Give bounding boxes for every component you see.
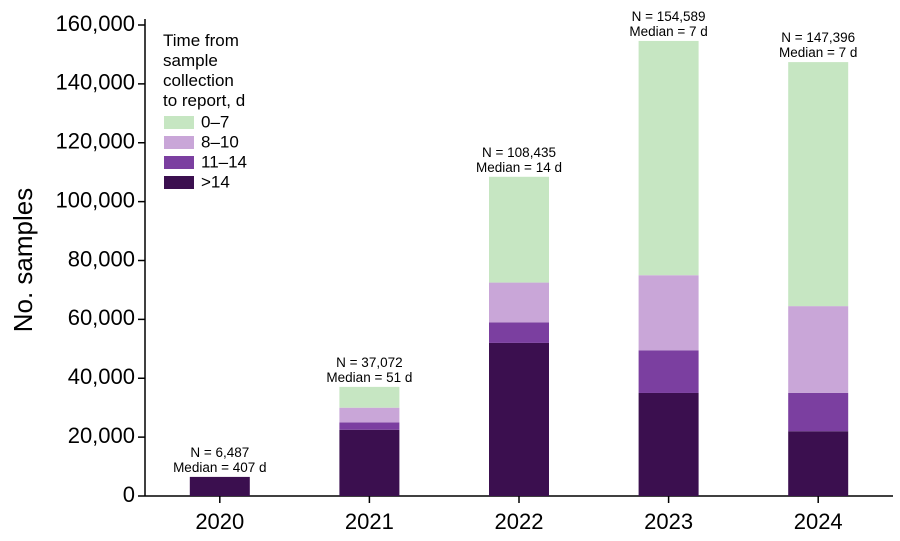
- legend-swatch: [164, 116, 194, 129]
- bar-segment: [339, 422, 400, 430]
- legend-label: >14: [201, 172, 230, 191]
- bar-median-label: Median = 51 d: [326, 370, 412, 385]
- y-tick-label: 20,000: [68, 423, 135, 448]
- y-tick-label: 60,000: [68, 305, 135, 330]
- bar-segment: [788, 431, 849, 496]
- bar-total-label: N = 37,072: [336, 355, 402, 370]
- y-tick-label: 160,000: [55, 11, 135, 36]
- y-tick-label: 140,000: [55, 70, 135, 95]
- bar-segment: [189, 476, 250, 496]
- bar-total-label: N = 154,589: [632, 9, 706, 24]
- x-tick-label: 2022: [495, 509, 544, 534]
- legend-title-line-3: collection: [163, 71, 234, 90]
- y-tick-label: 80,000: [68, 246, 135, 271]
- x-tick-label: 2020: [195, 509, 244, 534]
- y-tick-label: 0: [123, 482, 135, 507]
- bar-segment: [339, 407, 400, 423]
- y-tick-label: 120,000: [55, 129, 135, 154]
- bar-segment: [638, 275, 699, 351]
- legend-swatch: [164, 136, 194, 149]
- legend-swatch: [164, 176, 194, 189]
- bar-segment: [788, 62, 849, 307]
- bar-segment: [489, 176, 549, 283]
- bar-segment: [339, 386, 400, 408]
- bar-segment: [489, 342, 549, 496]
- y-tick-label: 40,000: [68, 364, 135, 389]
- legend: Time from sample collection to report, d…: [163, 31, 247, 191]
- legend-title-line-1: Time from: [163, 31, 239, 50]
- legend-title-line-4: to report, d: [163, 91, 245, 110]
- y-axis-label: No. samples: [8, 188, 38, 333]
- bar-segment: [489, 322, 549, 343]
- legend-label: 8–10: [201, 132, 239, 151]
- bar-total-label: N = 6,487: [190, 445, 249, 460]
- legend-label: 0–7: [201, 112, 229, 131]
- bar-total-label: N = 147,396: [781, 30, 855, 45]
- bar-median-label: Median = 7 d: [629, 24, 707, 39]
- x-tick-label: 2024: [794, 509, 843, 534]
- bar-segment: [638, 350, 699, 393]
- legend-title-line-2: sample: [163, 51, 218, 70]
- bar-segment: [788, 392, 849, 432]
- x-tick-label: 2023: [644, 509, 693, 534]
- bar-segment: [638, 40, 699, 276]
- bar-segment: [788, 306, 849, 393]
- bar-median-label: Median = 7 d: [779, 45, 857, 60]
- x-tick-label: 2021: [345, 509, 394, 534]
- y-tick-label: 100,000: [55, 187, 135, 212]
- bar-segment: [638, 392, 699, 496]
- bar-total-label: N = 108,435: [482, 145, 556, 160]
- bar-segment: [489, 282, 549, 323]
- legend-label: 11–14: [201, 152, 247, 171]
- bar-median-label: Median = 14 d: [476, 160, 562, 175]
- bar-segment: [339, 429, 400, 496]
- legend-swatch: [164, 156, 194, 169]
- bar-median-label: Median = 407 d: [173, 460, 266, 475]
